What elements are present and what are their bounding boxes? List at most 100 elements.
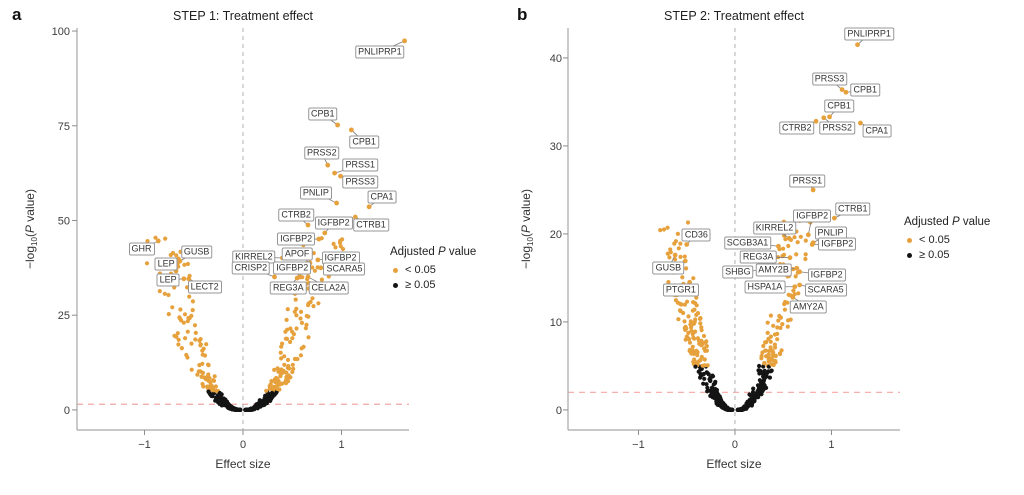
data-point xyxy=(279,344,284,349)
data-point xyxy=(745,403,750,408)
data-point xyxy=(788,317,793,322)
ylabel-p: P xyxy=(22,225,37,234)
labeled-data-point xyxy=(775,243,781,249)
data-point xyxy=(702,346,707,351)
data-point xyxy=(727,407,732,412)
data-point xyxy=(752,396,757,401)
data-point xyxy=(708,376,713,381)
data-point xyxy=(269,390,275,396)
data-point xyxy=(250,407,255,412)
data-point xyxy=(227,406,233,411)
label-leader-line xyxy=(834,208,853,219)
data-point xyxy=(252,404,257,409)
data-point xyxy=(304,322,309,327)
data-point xyxy=(737,407,742,412)
data-point xyxy=(198,343,203,348)
data-point xyxy=(285,307,290,312)
data-point xyxy=(232,407,237,412)
data-point xyxy=(719,398,724,403)
data-point xyxy=(690,332,695,337)
data-point xyxy=(751,398,756,403)
gene-label: KIRREL2 xyxy=(232,250,276,264)
data-point xyxy=(742,406,747,411)
data-point xyxy=(729,407,734,412)
data-point xyxy=(729,407,735,412)
data-point xyxy=(695,350,700,355)
data-point xyxy=(212,389,217,395)
data-point xyxy=(687,337,692,342)
data-point xyxy=(237,407,242,412)
labeled-data-point xyxy=(318,265,324,271)
data-point xyxy=(237,407,242,412)
data-point xyxy=(752,394,757,399)
data-point xyxy=(689,325,694,330)
data-point xyxy=(217,401,222,406)
data-point xyxy=(714,398,719,404)
y-tick-label: 50 xyxy=(58,215,70,227)
data-point xyxy=(231,407,236,412)
data-point xyxy=(259,403,264,408)
data-point xyxy=(749,393,755,398)
data-point xyxy=(721,406,726,411)
data-point xyxy=(767,375,772,380)
data-point xyxy=(737,407,742,412)
data-point xyxy=(166,292,171,298)
data-point xyxy=(715,402,720,407)
label-leader-line xyxy=(288,277,298,289)
data-point xyxy=(727,407,732,412)
data-point xyxy=(737,407,743,412)
data-point xyxy=(244,407,249,412)
data-point xyxy=(236,407,241,412)
data-point xyxy=(729,407,734,412)
data-point xyxy=(750,390,756,395)
labeled-data-point xyxy=(787,255,793,261)
data-point xyxy=(258,402,263,407)
gene-label: CPB1 xyxy=(308,107,338,121)
data-point xyxy=(728,407,733,412)
data-point xyxy=(755,383,761,388)
data-point xyxy=(247,407,252,412)
data-point xyxy=(773,353,778,358)
data-point xyxy=(726,407,731,412)
data-point xyxy=(286,379,291,384)
data-point xyxy=(232,406,237,411)
data-point xyxy=(237,407,242,412)
data-point xyxy=(292,356,298,362)
data-point xyxy=(751,396,756,401)
data-point xyxy=(735,407,740,412)
data-point xyxy=(737,407,742,412)
data-point xyxy=(185,261,190,267)
data-point xyxy=(190,299,195,304)
data-point xyxy=(716,392,721,397)
data-point xyxy=(780,322,785,327)
data-point xyxy=(703,348,708,353)
data-point xyxy=(761,381,766,386)
data-point xyxy=(766,352,771,357)
data-point xyxy=(262,396,267,401)
data-point xyxy=(740,407,745,412)
data-point xyxy=(223,401,228,406)
data-point xyxy=(725,406,730,411)
data-point xyxy=(791,288,796,293)
y-axis-label: −log10(P value) xyxy=(23,189,39,269)
data-point xyxy=(737,407,743,412)
data-point xyxy=(201,346,206,351)
data-point xyxy=(186,315,191,321)
data-point xyxy=(712,388,717,393)
data-point xyxy=(235,407,241,412)
data-point xyxy=(750,401,755,406)
data-point xyxy=(790,306,795,311)
data-point xyxy=(723,406,728,412)
data-point xyxy=(228,405,233,411)
label-leader-line xyxy=(315,192,337,204)
data-point xyxy=(726,407,732,412)
data-point xyxy=(247,407,252,412)
data-point xyxy=(698,375,703,380)
data-point xyxy=(777,313,782,319)
data-point xyxy=(245,407,250,412)
data-point xyxy=(712,394,717,399)
data-point xyxy=(737,407,742,412)
data-point xyxy=(689,351,694,356)
data-point xyxy=(761,343,766,349)
data-point xyxy=(744,406,749,411)
